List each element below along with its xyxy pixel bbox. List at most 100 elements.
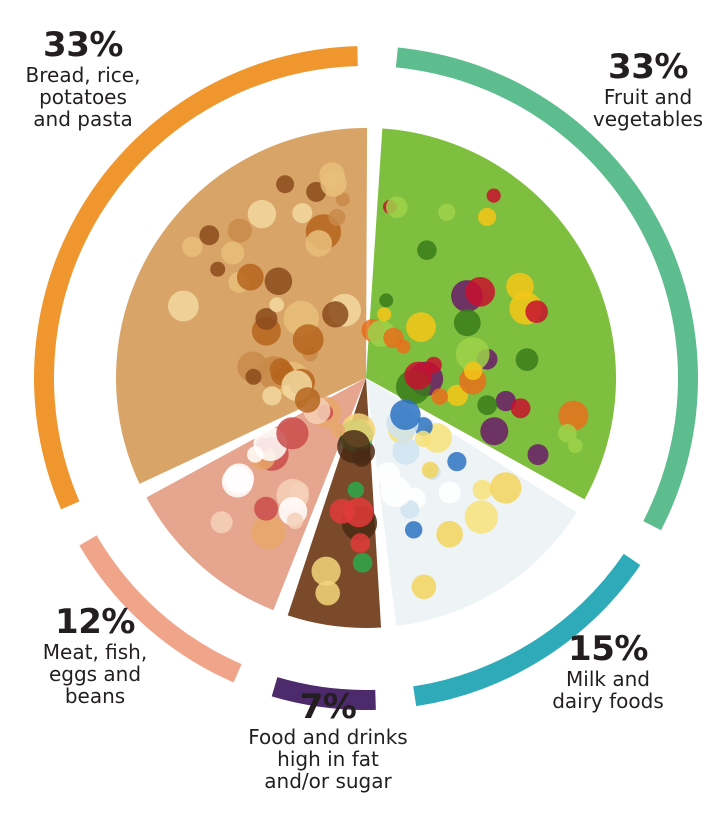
food-item-fruit-veg (568, 438, 583, 454)
food-item-fruit-veg (464, 361, 483, 381)
food-item-meat-fish (286, 512, 304, 529)
pie-slice-fruit-veg (366, 128, 616, 500)
food-item-dairy (464, 500, 498, 534)
food-item-fruit-veg (515, 348, 539, 371)
ring-segment-meat-fish (79, 535, 242, 683)
food-item-dairy (447, 452, 467, 472)
desc-line: and/or sugar (264, 769, 392, 794)
food-item-dairy (414, 430, 432, 447)
food-item-fruit-veg (525, 300, 548, 324)
desc-line: vegetables (592, 107, 704, 132)
food-item-fruit-veg (506, 272, 534, 301)
food-item-starchy (276, 175, 295, 194)
pct-label: 15% (568, 629, 648, 669)
food-item-fat-sugar (311, 556, 341, 586)
food-item-fruit-veg (404, 361, 433, 390)
food-item-dairy (438, 481, 461, 504)
food-item-fruit-veg (438, 203, 456, 221)
food-item-starchy (322, 301, 349, 328)
food-item-dairy (390, 399, 421, 430)
slice-description: Meat, fish, eggs and beans (20, 639, 170, 709)
pct-label: 12% (55, 602, 135, 642)
food-item-fruit-veg (558, 424, 577, 443)
food-item-fat-sugar (329, 498, 355, 524)
food-item-dairy (421, 461, 439, 479)
food-item-dairy (411, 574, 437, 600)
food-item-fruit-veg (455, 337, 490, 371)
ring-segment-dairy (413, 553, 641, 707)
food-item-fruit-veg (495, 390, 516, 412)
food-item-starchy (210, 261, 226, 277)
desc-line: potatoes (39, 85, 127, 110)
food-item-meat-fish (276, 417, 309, 450)
food-item-fat-sugar (337, 430, 371, 464)
slice-description: Food and drinks high in fat and/or sugar (238, 724, 418, 794)
food-item-starchy (335, 192, 350, 207)
food-item-starchy (227, 218, 252, 243)
food-item-fat-sugar (350, 533, 371, 553)
ring-segment-fat-sugar (271, 677, 376, 710)
food-item-dairy (392, 437, 420, 465)
desc-line: Bread, rice, (25, 62, 141, 87)
food-item-fruit-veg (417, 240, 437, 260)
label-fruit-and-vegetables: 33% Fruit and vegetables (578, 49, 718, 132)
food-item-starchy (319, 162, 345, 188)
food-item-fruit-veg (453, 309, 481, 337)
food-item-fruit-veg (486, 188, 501, 203)
label-milk-and-dairy: 15% Milk and dairy foods (528, 629, 688, 712)
food-item-starchy (221, 241, 245, 265)
food-item-fruit-veg (406, 312, 436, 342)
food-item-fruit-veg (386, 196, 408, 218)
food-item-fruit-veg (465, 277, 496, 307)
desc-line: Meat, fish, (42, 639, 148, 664)
food-item-fruit-veg (510, 398, 531, 419)
desc-line: and pasta (33, 107, 133, 132)
food-item-fat-sugar (352, 553, 373, 573)
food-item-meat-fish (210, 511, 233, 534)
food-item-starchy (269, 297, 285, 313)
food-item-fruit-veg (396, 339, 411, 354)
pct-label: 7% (299, 687, 357, 727)
food-item-fruit-veg (377, 307, 392, 322)
desc-line: high in fat (277, 747, 379, 772)
pct-label: 33% (43, 25, 123, 65)
food-item-meat-fish (254, 496, 278, 521)
food-item-starchy (264, 267, 293, 296)
label-fat-and-sugar: 7% Food and drinks high in fat and/or su… (238, 687, 418, 794)
food-item-starchy (328, 208, 346, 226)
food-item-starchy (294, 387, 321, 413)
food-item-fruit-veg (477, 395, 498, 415)
plate-slices (115, 127, 616, 629)
desc-line: eggs and (48, 662, 142, 687)
food-item-starchy (182, 236, 203, 258)
desc-line: Milk and (566, 666, 650, 691)
food-item-fat-sugar (315, 580, 341, 606)
slice-description: Fruit and vegetables (578, 84, 718, 132)
slice-description: Bread, rice, potatoes and pasta (8, 62, 158, 132)
food-item-fruit-veg (480, 417, 509, 446)
slice-description: Milk and dairy foods (528, 666, 688, 712)
food-item-starchy (292, 203, 313, 224)
desc-line: beans (64, 684, 126, 709)
desc-line: Food and drinks (248, 724, 408, 749)
food-item-fruit-veg (425, 356, 442, 373)
food-item-fruit-veg (478, 207, 497, 227)
food-item-starchy (255, 308, 278, 330)
food-item-starchy (199, 225, 220, 246)
label-bread-rice-potatoes-pasta: 33% Bread, rice, potatoes and pasta (8, 25, 158, 132)
food-item-starchy (168, 290, 199, 322)
desc-line: Fruit and (603, 84, 693, 109)
food-item-starchy (236, 263, 264, 291)
food-item-meat-fish (251, 515, 286, 550)
ring-segment-starchy (34, 46, 358, 510)
food-item-fat-sugar (347, 481, 364, 499)
food-item-meat-fish (221, 466, 254, 498)
food-item-fruit-veg (431, 388, 449, 405)
food-item-starchy (245, 368, 262, 385)
food-item-dairy (400, 500, 420, 519)
food-item-starchy (305, 230, 333, 257)
ring-segment-fruit-veg (395, 47, 698, 531)
food-item-meat-fish (330, 422, 346, 438)
food-item-fruit-veg (558, 400, 589, 431)
